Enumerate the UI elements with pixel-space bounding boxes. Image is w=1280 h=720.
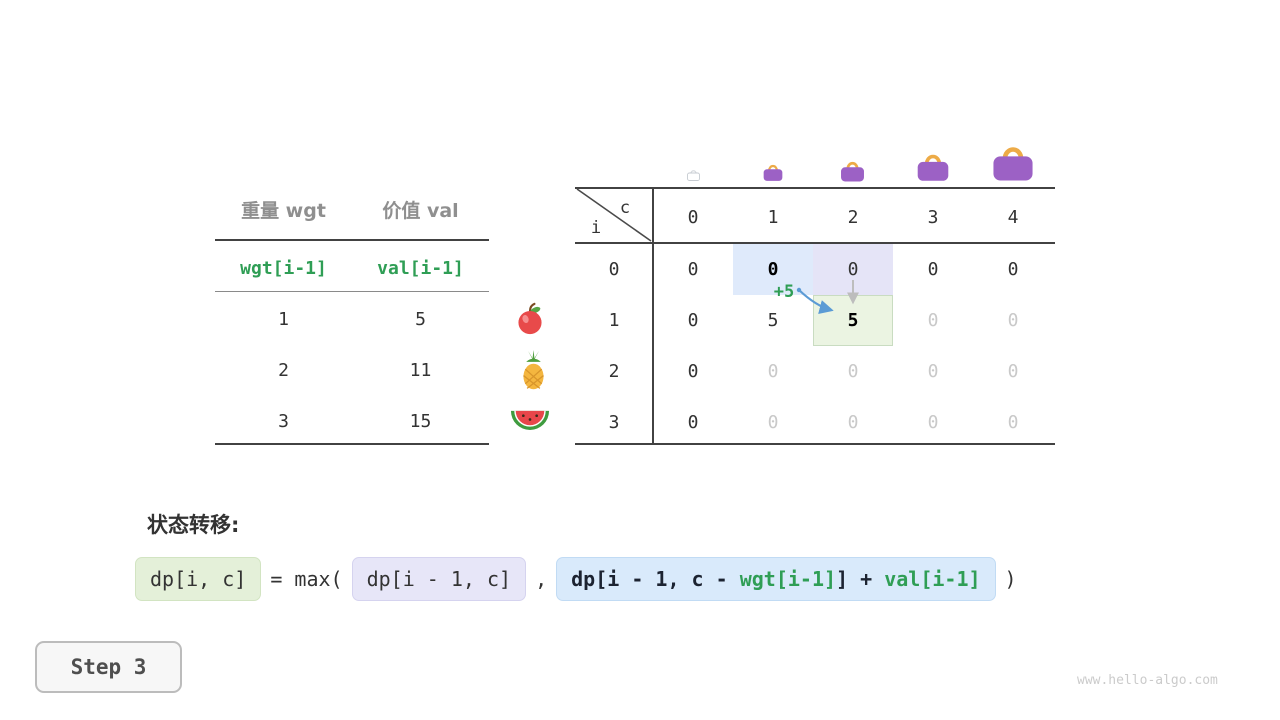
dp-cell-3-4: 0 (1007, 412, 1019, 433)
dp-row-header-2: 2 (608, 361, 620, 382)
formula-comma: , (535, 567, 548, 591)
dp-col-header-4: 4 (1007, 207, 1019, 228)
dp-rule-bottom (575, 443, 1055, 445)
formula-option2-val: val[i-1] (884, 567, 981, 591)
step-button[interactable]: Step 3 (35, 641, 182, 693)
dp-cell-1-1: 5 (767, 310, 779, 331)
dp-rule-vertical (652, 187, 654, 445)
transition-label: 状态转移: (147, 513, 240, 537)
dp-col-header-3: 3 (927, 207, 939, 228)
formula-option2-part3: ] + (836, 567, 885, 591)
formula-option2-part1: dp[i - 1, c - (571, 567, 740, 591)
dp-cell-2-3: 0 (927, 361, 939, 382)
dp-cell-1-2: 5 (813, 295, 893, 346)
dp-cell-1-4: 0 (1007, 310, 1019, 331)
bag-icon-capacity-0 (686, 167, 701, 186)
dp-cell-0-2: 0 (813, 244, 893, 295)
apple-icon (514, 302, 546, 340)
dp-cell-1-3: 0 (927, 310, 939, 331)
item-3-value: 15 (409, 411, 432, 432)
item-1-weight: 1 (278, 309, 289, 330)
bag-icon-capacity-2 (839, 157, 866, 187)
dp-col-header-0: 0 (687, 207, 699, 228)
dp-cell-2-0: 0 (687, 361, 699, 382)
dp-col-header-1: 1 (767, 207, 779, 228)
items-col-header-value: 价值 val (382, 200, 459, 222)
dp-rule-header (575, 242, 1055, 244)
dp-cell-0-1: 0 (733, 244, 813, 295)
dp-cell-2-1: 0 (767, 361, 779, 382)
formula-close-paren: ) (1004, 567, 1017, 591)
dp-cell-3-1: 0 (767, 412, 779, 433)
items-var-val: val[i-1] (377, 258, 464, 279)
items-table-rule-mid (215, 291, 489, 292)
dp-col-header-2: 2 (847, 207, 859, 228)
items-col-header-weight: 重量 wgt (241, 200, 326, 222)
bag-icon-capacity-3 (915, 148, 951, 187)
item-2-weight: 2 (278, 360, 289, 381)
dp-cell-3-2: 0 (847, 412, 859, 433)
dp-cell-0-3: 0 (927, 259, 939, 280)
items-table-rule-top (215, 239, 489, 241)
item-2-value: 11 (409, 360, 432, 381)
dp-corner-col-label: c (619, 198, 631, 218)
dp-cell-1-0: 0 (687, 310, 699, 331)
bag-icon-capacity-4 (990, 139, 1036, 187)
dp-row-header-3: 3 (608, 412, 620, 433)
formula-option2-wgt: wgt[i-1] (739, 567, 837, 591)
items-var-wgt: wgt[i-1] (240, 258, 327, 279)
transition-formula: dp[i, c] = max( dp[i - 1, c] , dp[i - 1,… (135, 557, 1017, 601)
formula-eq-max: = max( (270, 567, 343, 591)
pineapple-icon (517, 350, 550, 396)
dp-corner-row-label: i (590, 218, 602, 238)
dp-cell-2-4: 0 (1007, 361, 1019, 382)
bag-icon-capacity-1 (762, 161, 784, 186)
dp-cell-3-0: 0 (687, 412, 699, 433)
watermark: www.hello-algo.com (1077, 673, 1218, 688)
formula-lhs-box: dp[i, c] (135, 557, 262, 601)
dp-cell-2-2: 0 (847, 361, 859, 382)
watermelon-icon (510, 406, 550, 437)
formula-option1-box: dp[i - 1, c] (351, 557, 527, 601)
dp-cell-0-0: 0 (687, 259, 699, 280)
items-table-rule-bottom (215, 443, 489, 445)
item-1-value: 5 (415, 309, 426, 330)
dp-rule-top (575, 187, 1055, 189)
formula-option2-box: dp[i - 1, c - wgt[i-1]] + val[i-1] (556, 557, 996, 601)
dp-cell-0-4: 0 (1007, 259, 1019, 280)
dp-row-header-0: 0 (608, 259, 620, 280)
dp-cell-3-3: 0 (927, 412, 939, 433)
dp-row-header-1: 1 (608, 310, 620, 331)
item-3-weight: 3 (278, 411, 289, 432)
plus-value-annotation: +5 (773, 282, 795, 302)
